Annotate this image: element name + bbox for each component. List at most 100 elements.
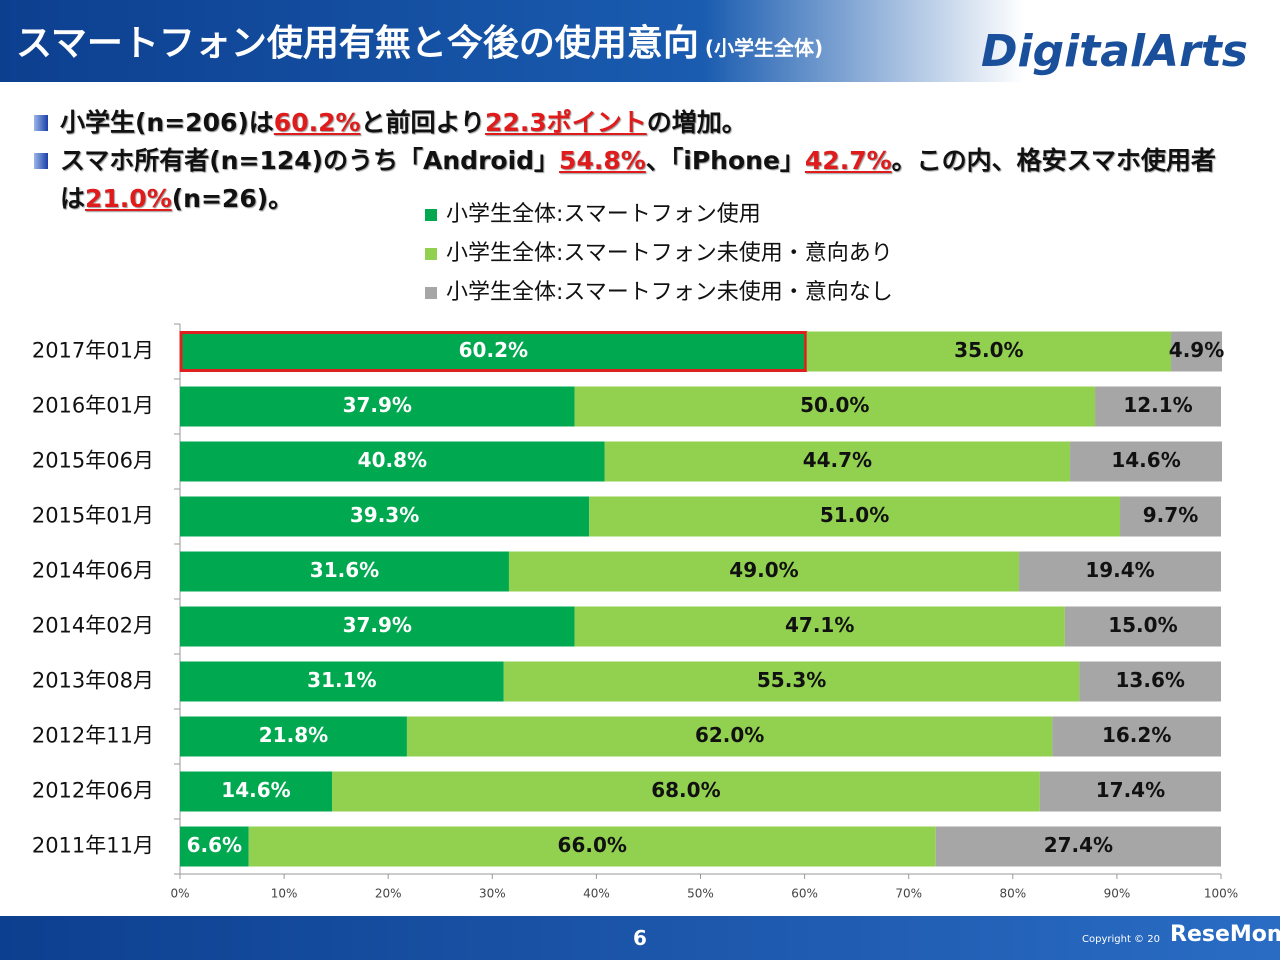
x-tick-label: 30% [479, 887, 506, 901]
highlight-outline [179, 331, 808, 372]
x-tick-label: 60% [791, 887, 818, 901]
data-label: 47.1% [785, 613, 854, 637]
x-tick-label: 0% [170, 887, 189, 901]
data-label: 17.4% [1096, 778, 1165, 802]
data-label: 14.6% [221, 778, 290, 802]
data-label: 44.7% [803, 448, 872, 472]
header: スマートフォン使用有無と今後の使用意向 (小学生全体) [0, 0, 1280, 82]
copyright: Copyright © 20 [1082, 934, 1160, 945]
y-tick-label: 2015年01月 [32, 504, 154, 528]
data-label: 16.2% [1102, 723, 1171, 747]
bar-segment [180, 496, 590, 537]
bar-segment [180, 716, 407, 757]
bar-segment [1064, 606, 1221, 647]
bar-segment [180, 441, 605, 482]
bar-segment [574, 386, 1096, 427]
bar-segment [1079, 661, 1221, 702]
bar-segment [180, 826, 249, 867]
subtitle: (小学生全体) [704, 36, 824, 60]
data-label: 6.6% [187, 833, 242, 857]
bar-segment [1052, 716, 1221, 757]
legend-swatch [425, 209, 437, 221]
bar-segment [1039, 771, 1221, 812]
bullet-list: 小学生(n=206)は60.2%と前回より22.3ポイントの増加。 スマホ所有者(… [30, 104, 1220, 218]
bullet-text: スマホ所有者(n=124)のうち「Android」 [60, 146, 560, 175]
data-label: 37.9% [343, 613, 412, 637]
y-tick-label: 2016年01月 [32, 394, 154, 418]
bar-segment [1095, 386, 1221, 427]
x-tick-label: 40% [583, 887, 610, 901]
x-tick-label: 90% [1104, 887, 1131, 901]
chart: 小学生全体:スマートフォン使用小学生全体:スマートフォン未使用・意向あり小学生全… [32, 202, 1238, 901]
bullet: 小学生(n=206)は60.2%と前回より22.3ポイントの増加。 [30, 104, 1220, 142]
page-number: 6 [633, 926, 647, 950]
bar-segment [574, 606, 1065, 647]
data-label: 21.8% [259, 723, 328, 747]
bullet-text: 小学生(n=206)は [60, 108, 274, 137]
y-tick-label: 2014年02月 [32, 614, 154, 638]
data-label: 50.0% [800, 393, 869, 417]
y-tick-label: 2011年11月 [32, 834, 154, 858]
y-tick-label: 2012年06月 [32, 779, 154, 803]
bar-segment [248, 826, 936, 867]
data-label: 60.2% [459, 338, 528, 362]
x-tick-label: 10% [271, 887, 298, 901]
data-label: 68.0% [651, 778, 720, 802]
emphasis-text: 22.3ポイント [485, 108, 647, 137]
bar-segment [503, 661, 1080, 702]
data-label: 19.4% [1085, 558, 1154, 582]
legend-swatch [425, 248, 437, 260]
emphasis-text: 21.0% [85, 184, 172, 213]
bar-segment [935, 826, 1221, 867]
data-label: 62.0% [695, 723, 764, 747]
data-label: 27.4% [1044, 833, 1113, 857]
bullet-text: 。この内、格安スマホ使用者は [60, 146, 1216, 213]
bar-segment [1070, 441, 1223, 482]
bar-segment [589, 496, 1121, 537]
bar-segment [331, 771, 1040, 812]
bar-segment [806, 331, 1172, 372]
data-label: 9.7% [1143, 503, 1198, 527]
data-label: 49.0% [729, 558, 798, 582]
legend-label: 小学生全体:スマートフォン未使用・意向あり [446, 241, 893, 266]
bullet: スマホ所有者(n=124)のうち「Android」54.8%、「iPhone」4… [30, 142, 1220, 218]
y-tick-label: 2014年06月 [32, 559, 154, 583]
data-label: 13.6% [1116, 668, 1185, 692]
bar-segment [1019, 551, 1221, 592]
legend-swatch [425, 287, 437, 299]
bar-segment [180, 606, 575, 647]
x-tick-label: 20% [375, 887, 402, 901]
bar-segment [180, 771, 332, 812]
data-label: 35.0% [954, 338, 1023, 362]
bar-segment [604, 441, 1071, 482]
data-label: 66.0% [558, 833, 627, 857]
x-tick-label: 50% [687, 887, 714, 901]
data-label: 12.1% [1123, 393, 1192, 417]
y-tick-label: 2017年01月 [32, 339, 154, 363]
watermark: ReseMom [1170, 922, 1280, 947]
y-tick-label: 2015年06月 [32, 449, 154, 473]
title-block: スマートフォン使用有無と今後の使用意向 (小学生全体) [16, 14, 823, 66]
bar-segment [1120, 496, 1221, 537]
bullet-text: の増加。 [646, 108, 747, 137]
x-tick-label: 70% [895, 887, 922, 901]
y-tick-label: 2012年11月 [32, 724, 154, 748]
bullet-text: と前回より [360, 108, 486, 137]
bullet-text: 、「iPhone」 [645, 146, 805, 175]
title: スマートフォン使用有無と今後の使用意向 [16, 23, 699, 64]
bar-segment [180, 331, 807, 372]
data-label: 51.0% [820, 503, 889, 527]
bar-segment [1171, 331, 1223, 372]
data-label: 4.9% [1169, 338, 1224, 362]
data-label: 31.6% [310, 558, 379, 582]
footer: 6 Copyright © 20 ReseMom [0, 916, 1280, 960]
bar-segment [406, 716, 1053, 757]
bar-segment [180, 386, 575, 427]
data-label: 31.1% [307, 668, 376, 692]
x-tick-label: 80% [999, 887, 1026, 901]
bar-segment [508, 551, 1020, 592]
data-label: 37.9% [343, 393, 412, 417]
emphasis-text: 54.8% [559, 146, 646, 175]
y-tick-label: 2013年08月 [32, 669, 154, 693]
